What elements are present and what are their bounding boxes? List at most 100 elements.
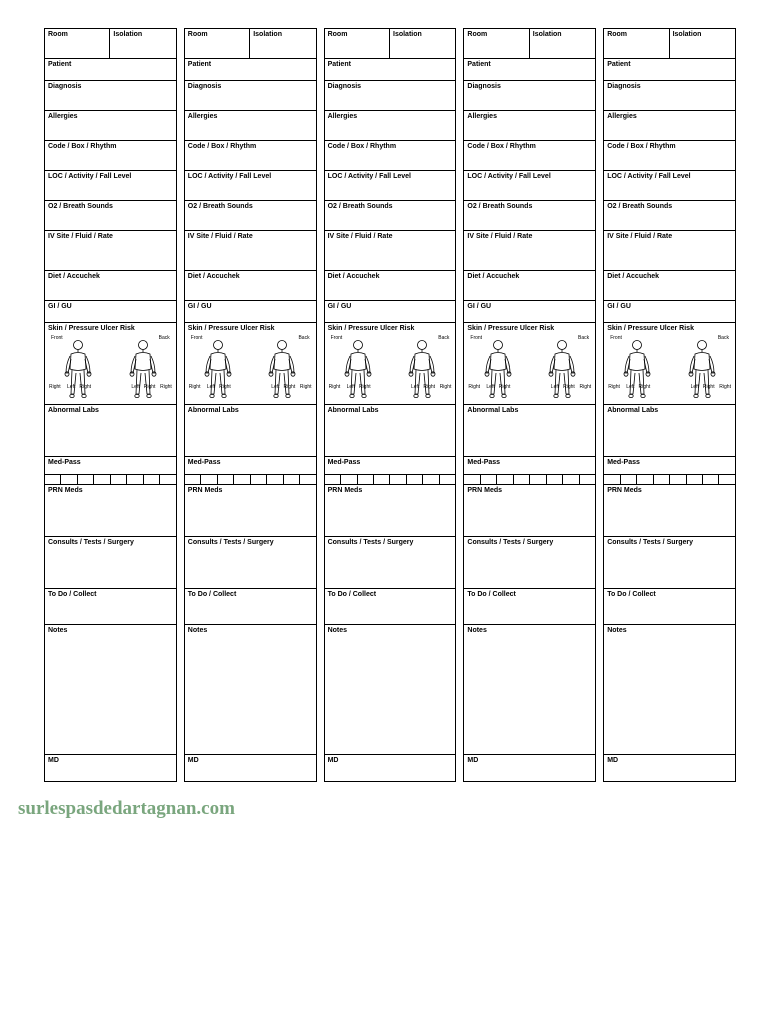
medpass-cell bbox=[357, 474, 373, 485]
medpass-cell bbox=[299, 474, 316, 485]
body-diagram: Front Right Left Right Back bbox=[604, 335, 735, 402]
label-room: Room bbox=[464, 29, 528, 39]
label-md: MD bbox=[325, 755, 456, 765]
label-todo: To Do / Collect bbox=[464, 589, 595, 599]
label-allergies: Allergies bbox=[45, 111, 176, 121]
label-o2: O2 / Breath Sounds bbox=[325, 201, 456, 211]
label-diagnosis: Diagnosis bbox=[325, 81, 456, 91]
medpass-grid bbox=[324, 474, 457, 485]
medpass-cell bbox=[266, 474, 282, 485]
medpass-cell bbox=[77, 474, 93, 485]
label-gigu: GI / GU bbox=[604, 301, 735, 311]
medpass-grid bbox=[463, 474, 596, 485]
medpass-cell bbox=[653, 474, 669, 485]
label-iv: IV Site / Fluid / Rate bbox=[325, 231, 456, 241]
label-isolation: Isolation bbox=[390, 29, 455, 39]
label-patient: Patient bbox=[185, 59, 316, 69]
label-iv: IV Site / Fluid / Rate bbox=[45, 231, 176, 241]
label-consults: Consults / Tests / Surgery bbox=[45, 537, 176, 547]
label-patient: Patient bbox=[45, 59, 176, 69]
label-todo: To Do / Collect bbox=[185, 589, 316, 599]
label-loc: LOC / Activity / Fall Level bbox=[45, 171, 176, 181]
label-prn: PRN Meds bbox=[325, 485, 456, 495]
row-skin: Skin / Pressure Ulcer Risk Front Right L… bbox=[45, 323, 176, 405]
medpass-cell bbox=[283, 474, 299, 485]
label-prn: PRN Meds bbox=[604, 485, 735, 495]
label-code: Code / Box / Rhythm bbox=[185, 141, 316, 151]
label-todo: To Do / Collect bbox=[325, 589, 456, 599]
label-room: Room bbox=[185, 29, 249, 39]
label-skin: Skin / Pressure Ulcer Risk bbox=[325, 323, 456, 333]
row-room-isolation: Room Isolation bbox=[185, 29, 316, 59]
label-diet: Diet / Accuchek bbox=[464, 271, 595, 281]
medpass-cell bbox=[669, 474, 685, 485]
label-o2: O2 / Breath Sounds bbox=[604, 201, 735, 211]
medpass-cell bbox=[529, 474, 545, 485]
medpass-cell bbox=[546, 474, 562, 485]
label-medpass: Med-Pass bbox=[185, 457, 316, 467]
label-diet: Diet / Accuchek bbox=[325, 271, 456, 281]
label-abnormal: Abnormal Labs bbox=[45, 405, 176, 415]
label-patient: Patient bbox=[325, 59, 456, 69]
medpass-cell bbox=[233, 474, 249, 485]
label-notes: Notes bbox=[45, 625, 176, 635]
medpass-cell bbox=[686, 474, 702, 485]
body-figure: Front Right Left Right bbox=[189, 335, 247, 402]
medpass-cell bbox=[389, 474, 405, 485]
label-diagnosis: Diagnosis bbox=[185, 81, 316, 91]
row-skin: Skin / Pressure Ulcer Risk Front Right L… bbox=[185, 323, 316, 405]
body-figure: Back Left Right Right bbox=[673, 335, 731, 402]
label-notes: Notes bbox=[604, 625, 735, 635]
medpass-cell bbox=[603, 474, 619, 485]
label-prn: PRN Meds bbox=[185, 485, 316, 495]
label-todo: To Do / Collect bbox=[604, 589, 735, 599]
body-figure: Front Right Left Right bbox=[468, 335, 526, 402]
label-notes: Notes bbox=[325, 625, 456, 635]
medpass-cell bbox=[200, 474, 216, 485]
label-room: Room bbox=[604, 29, 668, 39]
medpass-cell bbox=[463, 474, 479, 485]
body-diagram: Front Right Left Right Back bbox=[45, 335, 176, 402]
label-abnormal: Abnormal Labs bbox=[185, 405, 316, 415]
label-skin: Skin / Pressure Ulcer Risk bbox=[185, 323, 316, 333]
medpass-cell bbox=[143, 474, 159, 485]
label-medpass: Med-Pass bbox=[604, 457, 735, 467]
medpass-grid bbox=[184, 474, 317, 485]
medpass-cell bbox=[562, 474, 578, 485]
label-allergies: Allergies bbox=[325, 111, 456, 121]
label-allergies: Allergies bbox=[185, 111, 316, 121]
patient-card: Room Isolation Patient Diagnosis Allergi… bbox=[44, 28, 177, 782]
label-medpass: Med-Pass bbox=[325, 457, 456, 467]
label-code: Code / Box / Rhythm bbox=[604, 141, 735, 151]
label-consults: Consults / Tests / Surgery bbox=[325, 537, 456, 547]
medpass-cell bbox=[579, 474, 596, 485]
label-patient: Patient bbox=[604, 59, 735, 69]
body-figure: Front Right Left Right bbox=[49, 335, 107, 402]
medpass-cell bbox=[513, 474, 529, 485]
medpass-cell bbox=[620, 474, 636, 485]
label-diagnosis: Diagnosis bbox=[604, 81, 735, 91]
medpass-cell bbox=[159, 474, 176, 485]
patient-card: Room Isolation Patient Diagnosis Allergi… bbox=[184, 28, 317, 782]
row-skin: Skin / Pressure Ulcer Risk Front Right L… bbox=[604, 323, 735, 405]
medpass-cell bbox=[324, 474, 340, 485]
label-notes: Notes bbox=[185, 625, 316, 635]
label-md: MD bbox=[604, 755, 735, 765]
label-consults: Consults / Tests / Surgery bbox=[185, 537, 316, 547]
label-md: MD bbox=[464, 755, 595, 765]
label-skin: Skin / Pressure Ulcer Risk bbox=[45, 323, 176, 333]
label-skin: Skin / Pressure Ulcer Risk bbox=[604, 323, 735, 333]
row-medpass: Med-Pass bbox=[45, 457, 176, 485]
label-abnormal: Abnormal Labs bbox=[604, 405, 735, 415]
row-medpass: Med-Pass bbox=[185, 457, 316, 485]
label-o2: O2 / Breath Sounds bbox=[45, 201, 176, 211]
body-figure: Back Left Right Right bbox=[253, 335, 311, 402]
row-medpass: Med-Pass bbox=[464, 457, 595, 485]
label-allergies: Allergies bbox=[604, 111, 735, 121]
label-md: MD bbox=[185, 755, 316, 765]
medpass-cell bbox=[126, 474, 142, 485]
label-notes: Notes bbox=[464, 625, 595, 635]
row-room-isolation: Room Isolation bbox=[464, 29, 595, 59]
label-diet: Diet / Accuchek bbox=[185, 271, 316, 281]
label-gigu: GI / GU bbox=[45, 301, 176, 311]
